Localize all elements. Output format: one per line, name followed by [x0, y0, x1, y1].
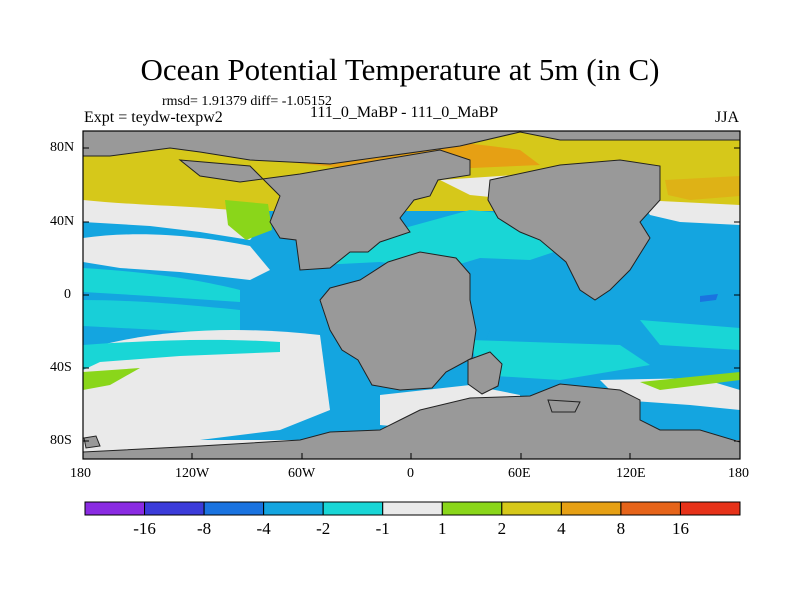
- colorbar-box-6: [441, 501, 503, 516]
- colorbar-box-0: [84, 501, 146, 516]
- sw-land-fragment: [83, 435, 101, 449]
- pacific-blue-spot: [700, 294, 718, 302]
- north-pacific-green: [225, 200, 272, 240]
- asia: [487, 159, 661, 301]
- colorbar-label-5: 1: [438, 519, 447, 538]
- colorbar-label-7: 4: [557, 519, 566, 538]
- map-title: Ocean Potential Temperature at 5m (in C): [140, 52, 660, 87]
- lon-tick-marks: [82, 453, 741, 459]
- lat-label-40n: 40N: [50, 214, 75, 229]
- colorbar-label-8: 8: [616, 519, 626, 538]
- lat-label-0: 0: [64, 287, 71, 302]
- colorbar-box-2: [203, 501, 265, 516]
- lon-label-60e: 60E: [508, 466, 531, 481]
- lat-label-40s: 40S: [50, 360, 72, 375]
- tethys-cyan: [300, 210, 560, 270]
- lon-label-120e: 120E: [616, 466, 646, 481]
- colorbar-label-3: -2: [316, 519, 331, 538]
- tropical-white-west: [83, 234, 270, 280]
- north-america-europe: [178, 149, 471, 271]
- colorbar-label-9: 16: [671, 519, 689, 538]
- experiment-label: Expt = teydw-texpw2: [84, 109, 223, 126]
- land-masses: [83, 131, 740, 459]
- australia-fragment: [547, 399, 581, 413]
- southern-green-band: [640, 372, 740, 390]
- colorbar-box-7: [501, 501, 562, 516]
- subtitle: 111_0_MaBP - 111_0_MaBP: [310, 104, 499, 121]
- arctic-landmass: [83, 131, 740, 165]
- colorbar-label-4: -1: [375, 519, 390, 538]
- lat-tick-marks: [83, 147, 740, 442]
- nw-pacific-orange: [665, 176, 740, 200]
- colorbar-box-4: [322, 501, 384, 516]
- colorbar-box-3: [263, 501, 324, 516]
- south-pacific-cyan: [83, 300, 240, 335]
- lon-label-180e: 180: [728, 466, 749, 481]
- colorbar-label-2: -4: [256, 519, 271, 538]
- madagascar-india: [467, 351, 503, 395]
- colorbar-box-10: [679, 501, 741, 516]
- lon-label-60w: 60W: [288, 466, 316, 481]
- south-pacific-green: [83, 368, 140, 390]
- indian-ocean-cyan: [470, 340, 650, 380]
- colorbar-label-0: -16: [133, 519, 156, 538]
- colorbar-label-1: -8: [196, 519, 212, 538]
- stats-text: rmsd= 1.91379 diff= -1.05152: [162, 94, 332, 109]
- equatorial-cyan-west: [83, 268, 240, 302]
- lat-label-80n: 80N: [50, 140, 75, 155]
- southwest-pacific-cyan: [640, 320, 740, 350]
- lon-label-180w: 180: [70, 466, 91, 481]
- africa-south-america: [319, 251, 477, 391]
- lon-label-0: 0: [407, 466, 414, 481]
- colorbar-box-1: [144, 501, 205, 516]
- lon-label-120w: 120W: [175, 466, 210, 481]
- north-pacific-white: [83, 200, 262, 240]
- southern-indian-white: [600, 378, 740, 410]
- colorbar-box-9: [620, 501, 681, 516]
- season-label: JJA: [715, 109, 740, 126]
- colorbar-label-6: 2: [497, 519, 507, 538]
- colorbar-box-8: [560, 501, 622, 516]
- colorbar-box-5: [382, 501, 443, 516]
- lat-label-80s: 80S: [50, 433, 72, 448]
- south-pacific-cyan-band: [83, 339, 280, 370]
- northwest-pacific-white: [640, 200, 740, 225]
